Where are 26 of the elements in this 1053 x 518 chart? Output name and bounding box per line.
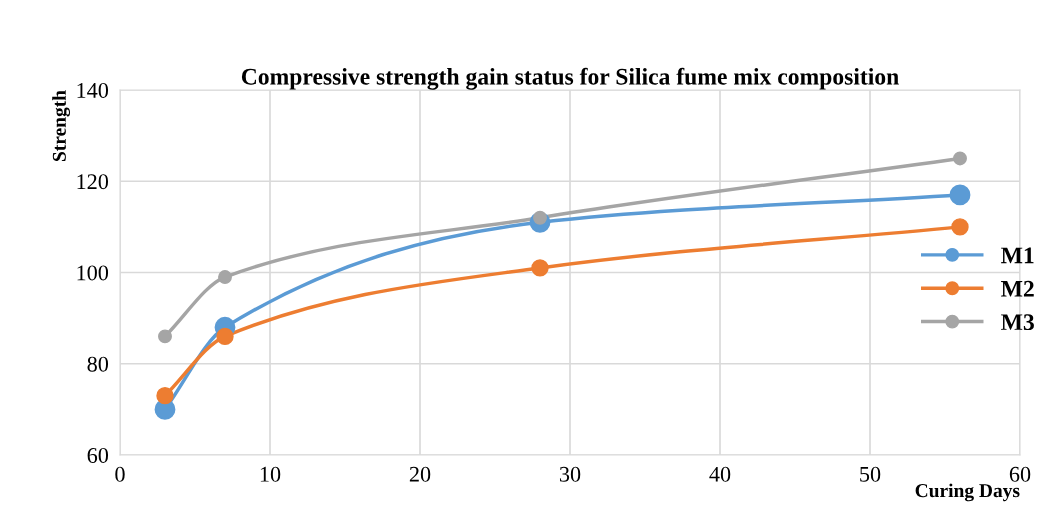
x-tick-label: 40: [709, 466, 731, 482]
x-tick-label: 0: [115, 466, 125, 482]
chart-title: Compressive strength gain status for Silica fume mix composition: [241, 67, 899, 90]
legend-label: M2: [1001, 280, 1034, 297]
point: [216, 327, 234, 346]
y-tick-label: 100: [77, 265, 109, 281]
point: [218, 270, 232, 285]
point: [951, 218, 969, 236]
x-tick-label: 60: [1009, 466, 1031, 482]
y-tick-label: 120: [77, 174, 109, 190]
point: [156, 387, 174, 405]
x-tick-label: 50: [860, 466, 881, 482]
y-tick-label: 140: [77, 82, 109, 98]
point: [949, 184, 971, 206]
legend-label: M3: [1001, 314, 1034, 331]
x-axis-title: Curing Days: [915, 483, 1020, 502]
x-tick-label: 30: [559, 466, 581, 482]
x-tick-label: 20: [409, 466, 431, 482]
point: [953, 151, 967, 166]
y-tick-label: 80: [87, 356, 109, 372]
y-tick-label: 60: [87, 447, 109, 463]
point: [531, 259, 549, 277]
point: [158, 329, 172, 344]
x-tick-label: 10: [260, 466, 281, 482]
y-axis-title: Strength: [52, 90, 70, 161]
legend-label: M1: [1001, 247, 1034, 264]
